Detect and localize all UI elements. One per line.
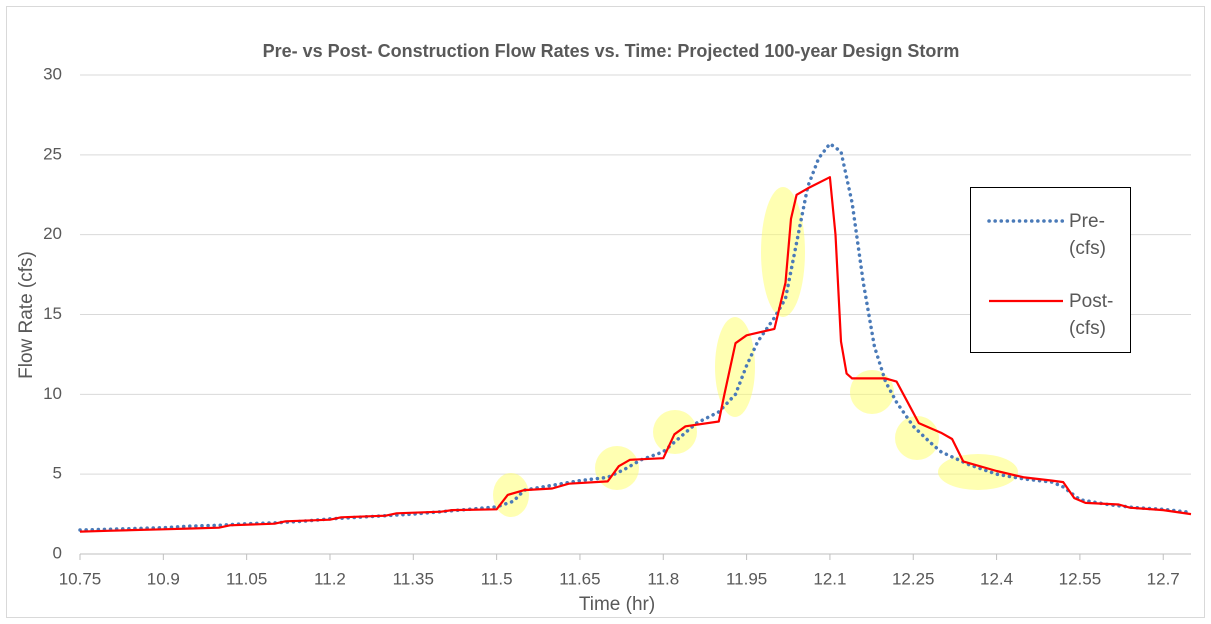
x-tick-label: 11.05 xyxy=(226,569,267,588)
x-tick-label: 11.2 xyxy=(314,569,346,588)
y-tick-label: 15 xyxy=(43,304,62,323)
y-tick-label: 30 xyxy=(43,64,62,83)
legend-item: Pre- (cfs) xyxy=(971,208,1131,268)
x-tick-label: 11.35 xyxy=(393,569,434,588)
legend-item: Post- (cfs) xyxy=(971,288,1131,348)
x-tick-label: 12.25 xyxy=(892,569,935,588)
highlight xyxy=(653,410,697,454)
highlights xyxy=(493,187,1018,517)
x-tick-label: 12.55 xyxy=(1059,569,1102,588)
highlight xyxy=(895,416,939,460)
y-axis-label: Flow Rate (cfs) xyxy=(16,251,37,379)
x-tick-label: 11.65 xyxy=(559,569,600,588)
highlight xyxy=(761,187,805,317)
legend-swatch xyxy=(987,219,1065,223)
legend-label: Post- (cfs) xyxy=(1069,291,1114,339)
x-tick-label: 11.8 xyxy=(647,569,679,588)
highlight xyxy=(850,370,894,414)
x-axis-label: Time (hr) xyxy=(579,594,655,615)
y-tick-label: 5 xyxy=(53,464,62,483)
highlight xyxy=(938,454,1018,490)
x-tick-label: 12.4 xyxy=(980,569,1013,588)
highlight xyxy=(715,317,755,417)
x-tick-label: 11.95 xyxy=(726,569,767,588)
y-tick-label: 0 xyxy=(53,543,62,562)
y-tick-label: 10 xyxy=(43,384,62,403)
y-tick-label: 20 xyxy=(43,224,62,243)
chart-title: Pre- vs Post- Construction Flow Rates vs… xyxy=(263,41,960,61)
x-tick-label: 12.1 xyxy=(813,569,846,588)
legend: Pre- (cfs) Post- (cfs) xyxy=(970,187,1131,353)
x-tick-label: 10.75 xyxy=(59,569,102,588)
x-tick-label: 12.7 xyxy=(1147,569,1180,588)
legend-swatch xyxy=(989,299,1063,303)
x-tick-label: 10.9 xyxy=(147,569,180,588)
x-tick-label: 11.5 xyxy=(481,569,513,588)
series-line xyxy=(79,176,1192,533)
legend-label: Pre- (cfs) xyxy=(1069,211,1106,259)
y-tick-label: 25 xyxy=(43,144,62,163)
